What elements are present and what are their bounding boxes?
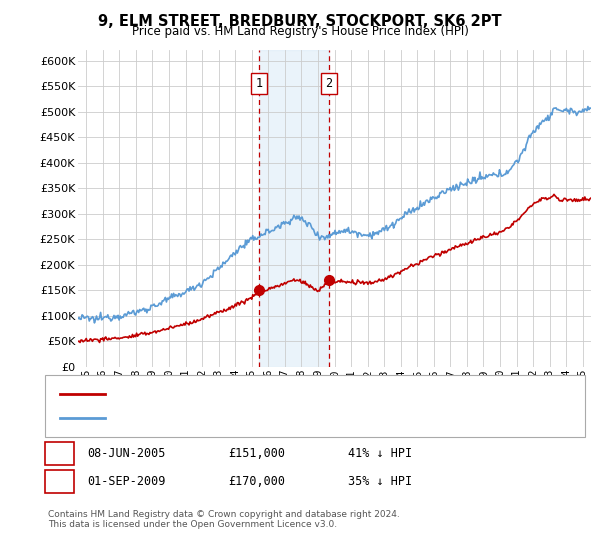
Text: 9, ELM STREET, BREDBURY, STOCKPORT, SK6 2PT: 9, ELM STREET, BREDBURY, STOCKPORT, SK6 … [98,14,502,29]
Text: 01-SEP-2009: 01-SEP-2009 [87,475,166,488]
Text: 2: 2 [325,77,332,90]
Text: 1: 1 [56,447,63,460]
Text: Price paid vs. HM Land Registry's House Price Index (HPI): Price paid vs. HM Land Registry's House … [131,25,469,38]
Text: £151,000: £151,000 [228,447,285,460]
Text: £170,000: £170,000 [228,475,285,488]
Text: Contains HM Land Registry data © Crown copyright and database right 2024.
This d: Contains HM Land Registry data © Crown c… [48,510,400,529]
Text: 2: 2 [56,475,63,488]
Text: 9, ELM STREET, BREDBURY, STOCKPORT, SK6 2PT (detached house): 9, ELM STREET, BREDBURY, STOCKPORT, SK6 … [114,389,489,399]
Bar [259,50,329,367]
Text: 1: 1 [256,77,263,90]
Text: HPI: Average price, detached house, Stockport: HPI: Average price, detached house, Stoc… [114,413,395,423]
Text: 35% ↓ HPI: 35% ↓ HPI [348,475,412,488]
Text: 08-JUN-2005: 08-JUN-2005 [87,447,166,460]
Text: 41% ↓ HPI: 41% ↓ HPI [348,447,412,460]
